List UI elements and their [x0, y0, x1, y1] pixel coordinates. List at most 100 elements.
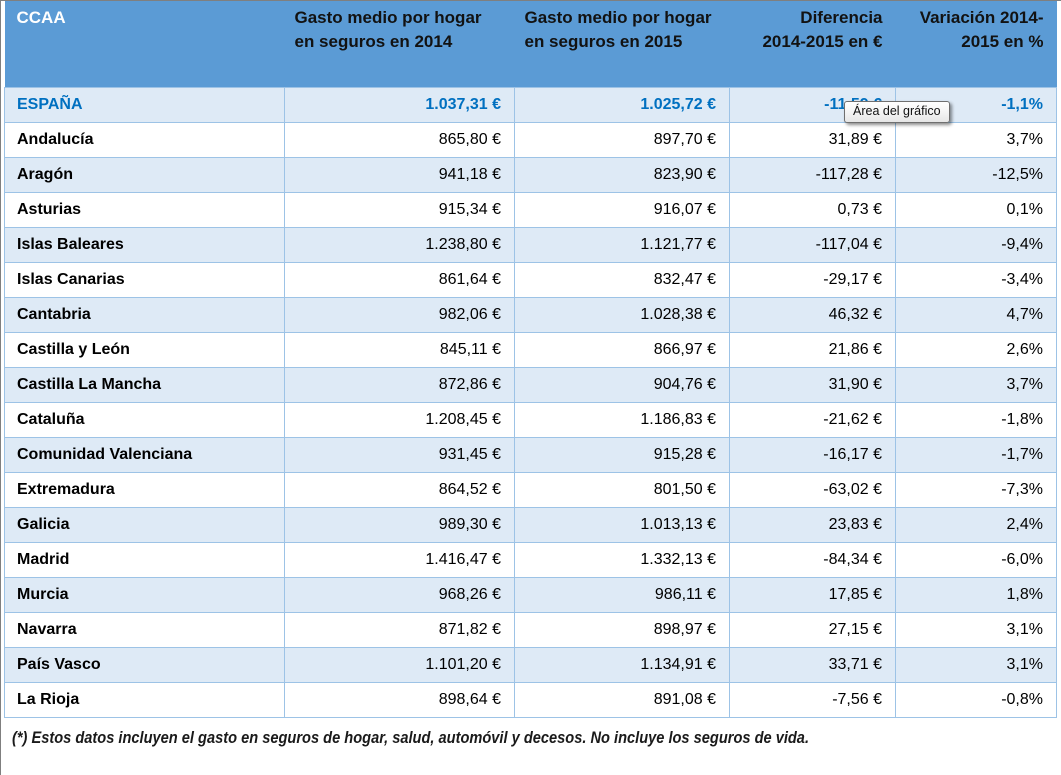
- variacion-cell: -12,5%: [895, 156, 1057, 193]
- ccaa-cell: Navarra: [4, 611, 285, 648]
- gasto-2015-cell: 866,97 €: [514, 331, 730, 368]
- gasto-2014-cell: 871,82 €: [284, 611, 515, 648]
- table-row: Cataluña 1.208,45 €1.186,83 € -21,62 € -1,8…: [4, 401, 1057, 438]
- diferencia-cell: -7,56 €: [729, 681, 896, 718]
- table-row: Castilla La Mancha 872,86 €904,76 €31,90 …: [4, 366, 1057, 403]
- gasto-2015-cell: 1.013,13 €: [514, 506, 730, 543]
- diferencia-cell: 23,83 €: [729, 506, 896, 543]
- diferencia-cell: -16,17 €: [729, 436, 896, 473]
- ccaa-cell: Castilla La Mancha: [4, 366, 285, 403]
- ccaa-cell: Cantabria: [4, 296, 285, 333]
- col-header-gasto-2014-line2: en seguros en 2014: [294, 32, 453, 51]
- col-header-ccaa: CCAA: [4, 1, 285, 87]
- gasto-2015-cell: 986,11 €: [514, 576, 730, 613]
- col-header-ccaa-label: CCAA: [16, 8, 66, 27]
- gasto-2015-cell: 1.186,83 €: [514, 401, 730, 438]
- col-header-gasto-2015-line2: en seguros en 2015: [524, 32, 683, 51]
- ccaa-cell: Andalucía: [4, 121, 285, 158]
- variacion-cell: -3,4%: [895, 261, 1057, 298]
- table-row: Cantabria 982,06 €1.028,38 €46,32 €4,7%: [4, 296, 1057, 333]
- gasto-2015-cell: 904,76 €: [514, 366, 730, 403]
- gasto-2015-cell: 915,28 €: [514, 436, 730, 473]
- diferencia-cell: 0,73 €: [729, 191, 896, 228]
- gasto-2014-cell: 872,86 €: [284, 366, 515, 403]
- variacion-cell: 3,7%: [895, 366, 1057, 403]
- gasto-2014-cell: 931,45 €: [284, 436, 515, 473]
- diferencia-cell: 46,32 €: [729, 296, 896, 333]
- ccaa-cell: Extremadura: [4, 471, 285, 508]
- ccaa-cell: Murcia: [4, 576, 285, 613]
- table-row: Asturias 915,34 €916,07 €0,73 €0,1%: [4, 191, 1057, 228]
- diferencia-cell: -117,28 €: [729, 156, 896, 193]
- col-header-diferencia-line1: Diferencia: [800, 8, 883, 27]
- gasto-2014-cell: 982,06 €: [284, 296, 515, 333]
- ccaa-cell: Madrid: [4, 541, 285, 578]
- variacion-cell: 3,1%: [895, 611, 1057, 648]
- variacion-cell: -7,3%: [895, 471, 1057, 508]
- diferencia-cell: 31,89 €: [729, 121, 896, 158]
- variacion-cell: -1,7%: [895, 436, 1057, 473]
- table-row: Castilla y León 845,11 €866,97 €21,86 €2,…: [4, 331, 1057, 368]
- gasto-2014-cell: 1.416,47 €: [284, 541, 515, 578]
- variacion-cell: 3,1%: [895, 646, 1057, 683]
- ccaa-cell: La Rioja: [4, 681, 285, 718]
- footnote-text: (*) Estos datos incluyen el gasto en seg…: [12, 727, 810, 747]
- footnote: (*) Estos datos incluyen el gasto en seg…: [4, 718, 1055, 758]
- gasto-2015-cell: 897,70 €: [514, 121, 730, 158]
- table-row: La Rioja 898,64 €891,08 € -7,56 € -0,8%: [4, 681, 1057, 718]
- diferencia-cell: 33,71 €: [729, 646, 896, 683]
- gasto-2014-cell: 1.101,20 €: [284, 646, 515, 683]
- variacion-cell: -1,8%: [895, 401, 1057, 438]
- table-row: Murcia 968,26 €986,11 €17,85 €1,8%: [4, 576, 1057, 613]
- ccaa-cell: Cataluña: [4, 401, 285, 438]
- gasto-2014-cell: 845,11 €: [284, 331, 515, 368]
- ccaa-cell: Islas Canarias: [4, 261, 285, 298]
- chart-area-tooltip: Área del gráfico: [844, 101, 950, 123]
- gasto-2015-cell: 1.025,72 €: [514, 86, 730, 123]
- expense-table: CCAA Gasto medio por hogar en seguros en…: [4, 1, 1057, 718]
- ccaa-cell: Islas Baleares: [4, 226, 285, 263]
- table-row: País Vasco 1.101,20 €1.134,91 €33,71 €3,1…: [4, 646, 1057, 683]
- col-header-gasto-2015: Gasto medio por hogar en seguros en 2015: [514, 1, 730, 87]
- gasto-2015-cell: 1.121,77 €: [514, 226, 730, 263]
- table-row: Aragón 941,18 €823,90 € -117,28 € -12,5%: [4, 156, 1057, 193]
- gasto-2015-cell: 1.134,91 €: [514, 646, 730, 683]
- gasto-2014-cell: 968,26 €: [284, 576, 515, 613]
- diferencia-cell: -21,62 €: [729, 401, 896, 438]
- ccaa-cell: Aragón: [4, 156, 285, 193]
- col-header-gasto-2015-line1: Gasto medio por hogar: [524, 8, 712, 27]
- diferencia-cell: 21,86 €: [729, 331, 896, 368]
- header-row: CCAA Gasto medio por hogar en seguros en…: [4, 1, 1057, 87]
- variacion-cell: 4,7%: [895, 296, 1057, 333]
- gasto-2014-cell: 865,80 €: [284, 121, 515, 158]
- table-row: Islas Canarias 861,64 €832,47 € -29,17 € -3…: [4, 261, 1057, 298]
- ccaa-cell: Comunidad Valenciana: [4, 436, 285, 473]
- col-header-gasto-2014: Gasto medio por hogar en seguros en 2014: [284, 1, 515, 87]
- gasto-2015-cell: 898,97 €: [514, 611, 730, 648]
- diferencia-cell: -84,34 €: [729, 541, 896, 578]
- variacion-cell: -6,0%: [895, 541, 1057, 578]
- gasto-2015-cell: 801,50 €: [514, 471, 730, 508]
- gasto-2015-cell: 823,90 €: [514, 156, 730, 193]
- diferencia-cell: -63,02 €: [729, 471, 896, 508]
- gasto-2014-cell: 941,18 €: [284, 156, 515, 193]
- ccaa-cell: Castilla y León: [4, 331, 285, 368]
- gasto-2015-cell: 1.332,13 €: [514, 541, 730, 578]
- ccaa-cell: País Vasco: [4, 646, 285, 683]
- table-row: Navarra 871,82 €898,97 €27,15 €3,1%: [4, 611, 1057, 648]
- ccaa-cell: ESPAÑA: [4, 86, 285, 123]
- gasto-2014-cell: 898,64 €: [284, 681, 515, 718]
- gasto-2014-cell: 989,30 €: [284, 506, 515, 543]
- gasto-2015-cell: 1.028,38 €: [514, 296, 730, 333]
- diferencia-cell: -117,04 €: [729, 226, 896, 263]
- variacion-cell: 2,6%: [895, 331, 1057, 368]
- col-header-diferencia-line2: 2014-2015 en €: [762, 32, 883, 51]
- table-row: Islas Baleares 1.238,80 €1.121,77 € -117,0…: [4, 226, 1057, 263]
- diferencia-cell: 17,85 €: [729, 576, 896, 613]
- table-row: Extremadura 864,52 €801,50 € -63,02 € -7,3%: [4, 471, 1057, 508]
- gasto-2014-cell: 861,64 €: [284, 261, 515, 298]
- table-row: Andalucía 865,80 €897,70 €31,89 €3,7%: [4, 121, 1057, 158]
